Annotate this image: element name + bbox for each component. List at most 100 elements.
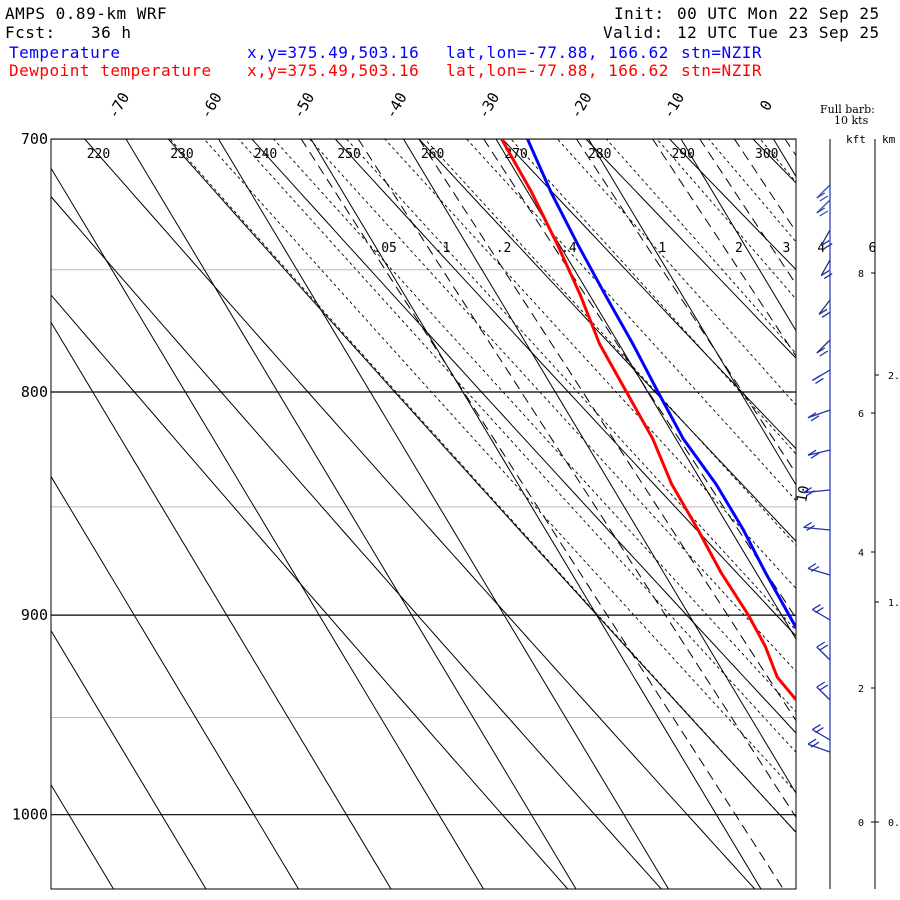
wind-barb-staff: [816, 686, 831, 701]
kft-unit-label: kft: [846, 133, 866, 146]
wind-barb-flag: [807, 449, 817, 456]
temperature-profile: [526, 139, 796, 631]
mixing-ratio-line: [699, 139, 796, 286]
wind-barb-flag: [818, 308, 828, 315]
isotherm: [51, 475, 299, 889]
temperature-label: -40: [382, 89, 411, 121]
wind-barb-flag: [810, 565, 820, 573]
wind-barb-flag: [823, 273, 833, 280]
legend-temperature-stn: stn=NZIR: [681, 43, 763, 62]
wind-barb-flag: [812, 724, 821, 731]
legend-dewpoint-name: Dewpoint temperature: [9, 61, 212, 80]
km-label: 0.: [888, 818, 900, 829]
wind-barb-flag: [806, 490, 815, 497]
forecast-hours: 36 h: [91, 23, 132, 42]
mixing-ratio-label: 6: [868, 241, 876, 256]
dry-adiabat: [585, 139, 796, 359]
dry-adiabat: [893, 112, 900, 898]
legend-temperature-latlon: lat,lon=-77.88, 166.62: [446, 43, 669, 62]
wind-barb-flag: [820, 270, 830, 277]
wind-barb-staff: [803, 526, 831, 531]
dry-adiabat: [810, 112, 900, 898]
mixing-ratio-line: [784, 139, 796, 157]
wind-barb-flag: [815, 727, 824, 734]
mixing-ratio-label: 1: [658, 241, 666, 256]
dry-adiabat: [668, 139, 796, 271]
kft-label: 2: [858, 684, 864, 695]
isotherm: [680, 139, 796, 332]
mixing-ratio-line: [804, 112, 900, 898]
dry-adiabat: [51, 195, 662, 889]
wind-barb-flag: [816, 681, 826, 688]
kft-label: 0: [858, 818, 864, 829]
wind-barb-staff: [820, 229, 831, 246]
wind-barb-flag: [819, 684, 829, 691]
model-title: AMPS 0.89-km WRF: [5, 4, 168, 23]
dry-adiabat-label: 220: [87, 147, 110, 162]
dry-adiabat: [251, 139, 796, 734]
isotherm: [51, 783, 114, 889]
wind-barb-flag: [803, 521, 812, 528]
moist-adiabat: [237, 139, 796, 753]
wind-barb-flag: [810, 415, 820, 422]
wind-barb-flag: [816, 192, 826, 199]
isotherm: [588, 139, 796, 486]
wind-barb-flag: [812, 604, 821, 611]
dry-adiabat: [334, 139, 796, 637]
wind-barb-flag: [815, 607, 824, 614]
moist-adiabat: [510, 139, 796, 455]
wind-barb-staff: [816, 184, 831, 199]
moist-adiabat: [605, 139, 796, 355]
kft-label: 4: [858, 548, 864, 559]
mixing-ratio-line: [418, 139, 796, 722]
wind-barb-staff: [816, 646, 831, 661]
mixing-ratio-label: 4: [817, 241, 825, 256]
wind-barb-flag: [807, 738, 817, 745]
barb-key-line1: Full barb:: [820, 103, 875, 116]
wind-barb-flag: [816, 347, 826, 354]
legend-dewpoint-xy: x,y=375.49,503.16: [247, 61, 420, 80]
moist-adiabat: [308, 139, 796, 673]
mixing-ratio-label: .4: [561, 241, 577, 256]
wind-barb-staff: [803, 489, 831, 494]
wind-barb-flag: [819, 644, 829, 651]
mixing-ratio-line: [300, 139, 784, 889]
moist-adiabat: [465, 139, 796, 502]
moist-adiabat: [345, 139, 796, 632]
temperature-label: -20: [567, 89, 596, 121]
legend-temperature-xy: x,y=375.49,503.16: [247, 43, 420, 62]
moist-adiabat: [169, 139, 796, 834]
moist-adiabat: [272, 139, 796, 713]
valid-label: Valid:: [603, 23, 664, 42]
mixing-ratio-line: [652, 139, 796, 358]
isotherm: [773, 139, 796, 178]
mixing-ratio-line: [357, 139, 796, 819]
pressure-label: 1000: [12, 806, 48, 824]
wind-barb-staff: [820, 259, 831, 276]
wind-barb-flag: [821, 311, 831, 318]
moist-adiabat: [708, 139, 796, 243]
wind-barb-flag: [803, 487, 812, 494]
pressure-label: 800: [21, 383, 48, 401]
isotherm: [51, 629, 207, 889]
isotherm: [495, 139, 796, 640]
dry-adiabat: [501, 139, 796, 450]
temperature-label: -70: [104, 89, 133, 121]
init-time: 00 UTC Mon 22 Sep 25: [677, 4, 880, 23]
moist-adiabat: [384, 139, 796, 590]
isotherm: [310, 139, 762, 889]
dry-adiabat-label: 250: [337, 147, 360, 162]
legend-temperature-name: Temperature: [9, 43, 121, 62]
wind-barb-staff: [807, 567, 831, 576]
dry-adiabat-label: 300: [755, 147, 778, 162]
wind-barb-staff: [812, 609, 831, 621]
wind-barb-flag: [812, 374, 821, 381]
km-label: 1.: [888, 598, 900, 609]
wind-barb-flag: [810, 741, 820, 748]
isotherm: [51, 167, 484, 889]
wind-barb-staff: [816, 339, 831, 354]
dry-adiabat-label: 280: [588, 147, 611, 162]
mixing-ratio-label: 2: [735, 241, 743, 256]
dry-adiabat-label: 290: [671, 147, 694, 162]
